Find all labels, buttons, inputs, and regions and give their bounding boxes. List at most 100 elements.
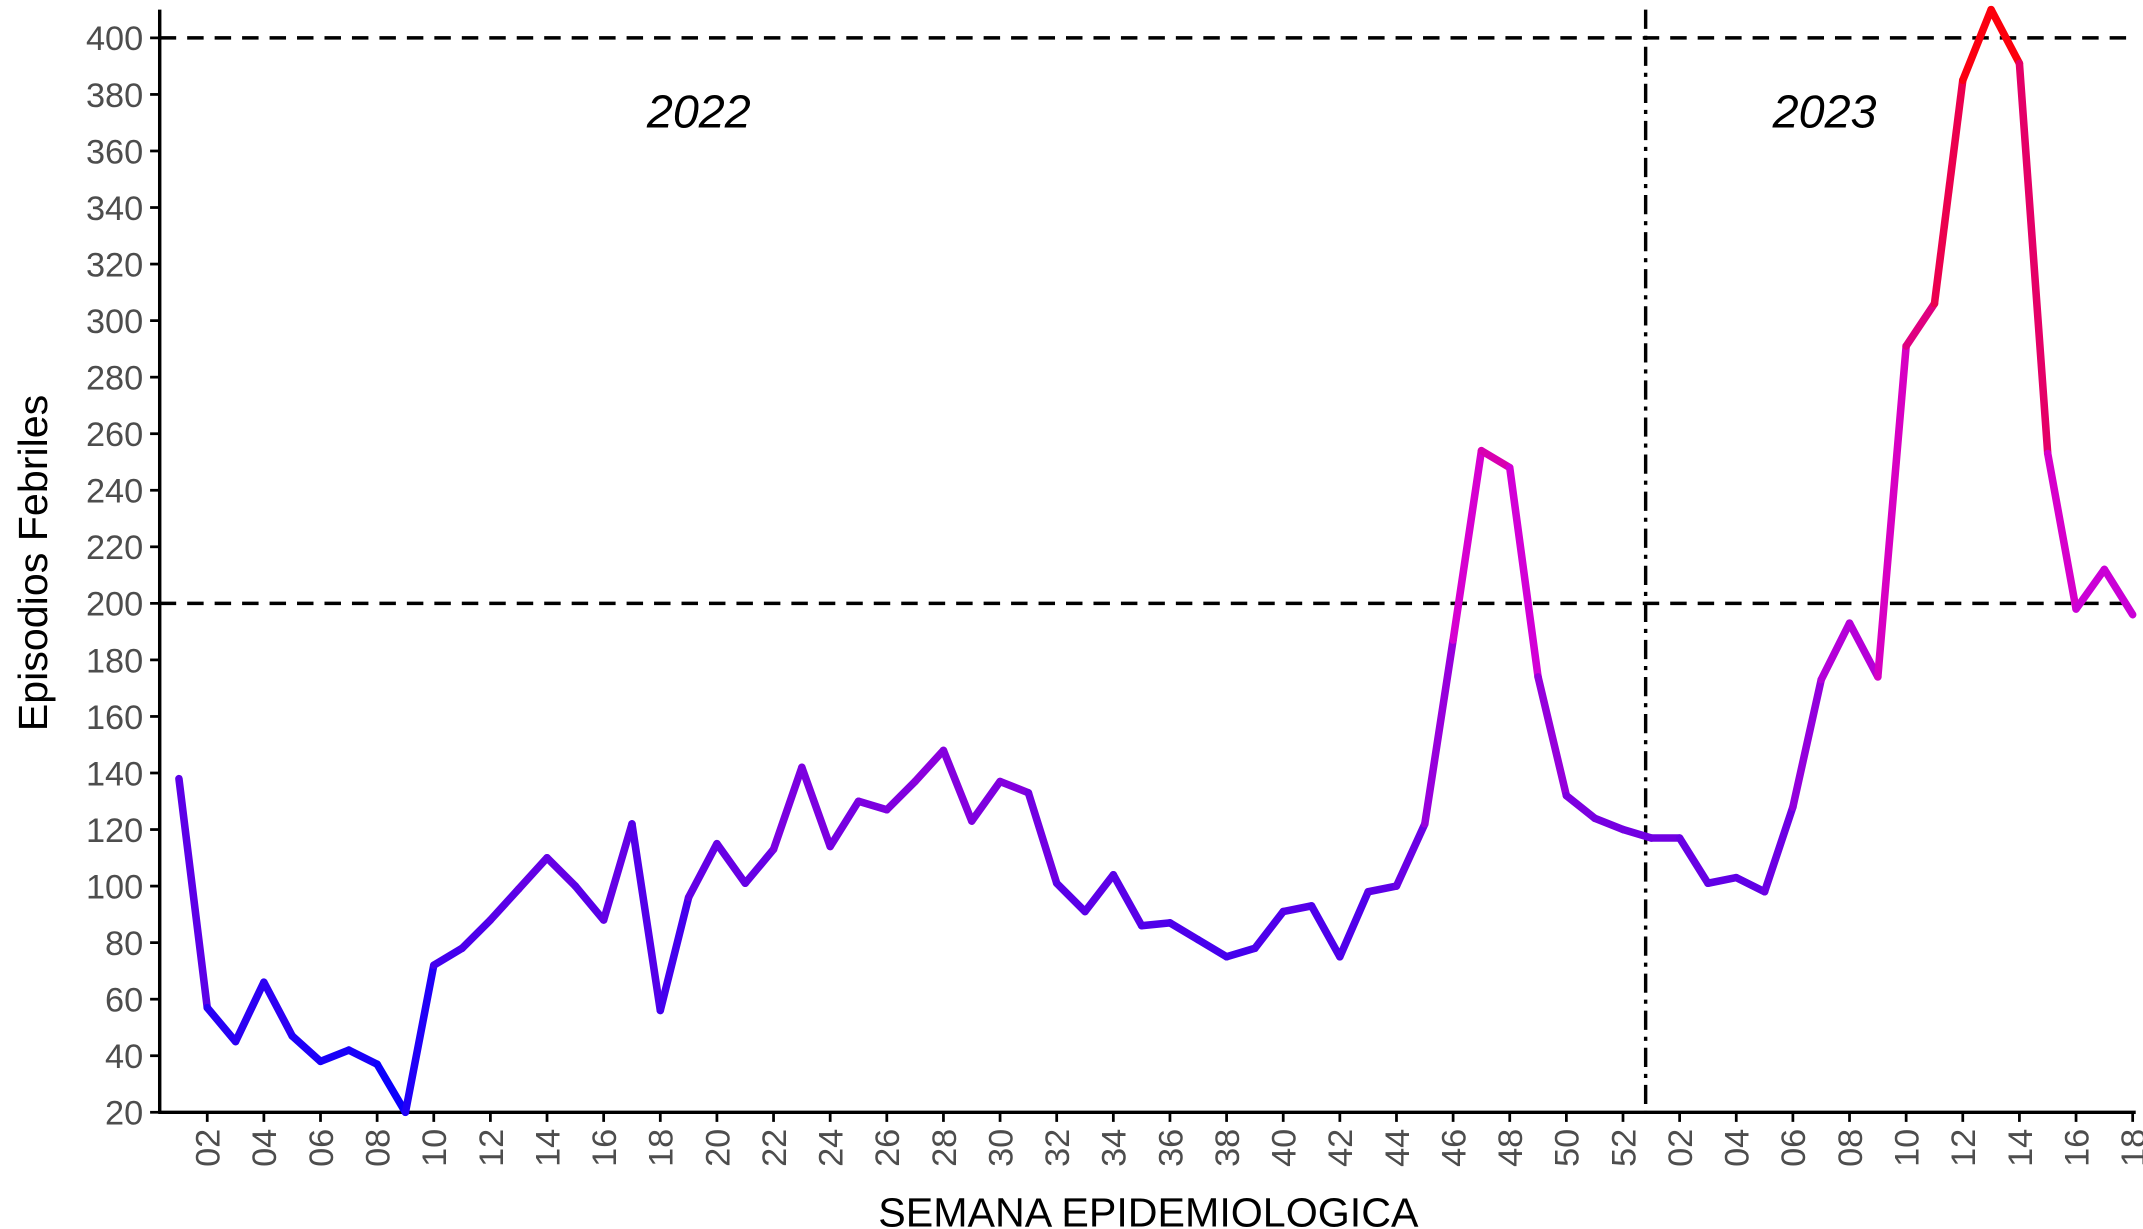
line-segment	[996, 777, 1033, 797]
x-tick-label: 20	[699, 1129, 737, 1167]
line-segment	[1052, 879, 1089, 916]
line-segment	[373, 1060, 410, 1117]
line-segment	[1449, 446, 1486, 644]
line-segment	[1307, 902, 1344, 961]
x-tick-label: 04	[246, 1129, 284, 1167]
x-tick-label: 14	[529, 1129, 567, 1167]
line-segment	[1619, 825, 1656, 842]
x-tick-label: 22	[756, 1129, 794, 1167]
line-segment	[769, 763, 806, 854]
line-segment	[260, 978, 296, 1040]
x-tick-label: 16	[2058, 1129, 2096, 1167]
x-tick-label: 12	[1945, 1129, 1983, 1167]
y-tick-label: 320	[86, 246, 143, 284]
x-tick-label: 32	[1039, 1129, 1077, 1167]
x-tick-label: 14	[2002, 1129, 2040, 1167]
y-tick-label: 240	[86, 473, 143, 511]
line-segment	[1222, 944, 1259, 961]
line-segment	[883, 777, 919, 814]
line-segment	[741, 845, 778, 888]
year-label: 2022	[646, 86, 751, 138]
line-segment	[2015, 59, 2052, 458]
x-tick-label: 16	[586, 1129, 624, 1167]
line-segment	[1930, 76, 1967, 308]
y-tick-label: 260	[86, 416, 143, 454]
line-segment	[458, 916, 495, 953]
line-segment	[1477, 446, 1514, 472]
line-segment	[486, 885, 523, 924]
line-segment	[1024, 789, 1061, 888]
line-segment	[967, 777, 1004, 825]
y-tick-label: 140	[86, 755, 143, 793]
line-segment	[1137, 919, 1174, 930]
line-segment	[1279, 902, 1316, 916]
line-segment	[1562, 791, 1599, 823]
x-axis-title: SEMANA EPIDEMIOLOGICA	[878, 1189, 1419, 1229]
x-tick-label: 34	[1096, 1129, 1134, 1167]
x-tick-label: 18	[643, 1129, 681, 1167]
x-tick-label: 30	[982, 1129, 1020, 1167]
line-segment	[1675, 834, 1712, 888]
x-tick-label: 10	[1889, 1129, 1927, 1167]
line-segment	[2100, 565, 2137, 619]
line-segment	[1392, 820, 1429, 890]
line-segment	[1590, 814, 1627, 834]
line-segment	[1251, 907, 1287, 953]
x-tick-label: 46	[1435, 1129, 1473, 1167]
line-segment	[939, 746, 976, 825]
line-segment	[1336, 887, 1372, 961]
y-tick-label: 200	[86, 586, 143, 624]
x-tick-label: 40	[1266, 1129, 1304, 1167]
y-tick-label: 80	[105, 925, 143, 963]
y-tick-label: 40	[105, 1038, 143, 1076]
line-segment	[175, 774, 212, 1012]
x-tick-label: 18	[2115, 1129, 2143, 1167]
line-segment	[854, 797, 891, 814]
x-tick-label: 50	[1549, 1129, 1587, 1167]
x-tick-label: 36	[1152, 1129, 1190, 1167]
line-segment	[288, 1032, 325, 1066]
line-segment	[571, 882, 608, 924]
x-tick-label: 24	[813, 1129, 851, 1167]
x-tick-label: 48	[1492, 1129, 1530, 1167]
line-segment	[514, 854, 551, 893]
x-tick-label: 02	[1662, 1129, 1700, 1167]
x-tick-label: 12	[473, 1129, 511, 1167]
y-tick-label: 160	[86, 699, 143, 737]
x-tick-label: 08	[359, 1129, 397, 1167]
x-tick-label: 08	[1832, 1129, 1870, 1167]
line-segment	[684, 839, 721, 902]
x-tick-label: 28	[926, 1129, 964, 1167]
line-segment	[203, 1003, 240, 1046]
line-segment	[1789, 675, 1825, 811]
y-tick-label: 380	[86, 77, 143, 115]
line-segment	[2043, 449, 2080, 613]
x-tick-label: 04	[1719, 1129, 1757, 1167]
y-tick-label: 120	[86, 812, 143, 850]
y-tick-label: 60	[105, 982, 143, 1020]
year-label: 2023	[1772, 86, 1877, 138]
line-segment	[401, 961, 438, 1117]
line-segment	[316, 1046, 353, 1066]
line-segment	[429, 944, 466, 970]
x-tick-label: 44	[1379, 1129, 1417, 1167]
line-segment	[1874, 342, 1910, 681]
x-tick-label: 26	[869, 1129, 907, 1167]
x-tick-label: 06	[303, 1129, 341, 1167]
line-segment	[2072, 565, 2109, 613]
line-segment	[713, 839, 750, 888]
y-tick-label: 360	[86, 133, 143, 171]
x-tick-label: 42	[1322, 1129, 1360, 1167]
line-segment	[1732, 873, 1769, 896]
line-segment	[1959, 5, 1995, 85]
line-segment	[1845, 619, 1882, 681]
line-segment	[628, 820, 665, 1015]
line-segment	[1364, 882, 1401, 896]
line-segment	[1987, 5, 2024, 68]
line-segment	[1166, 919, 1203, 944]
x-tick-label: 06	[1775, 1129, 1813, 1167]
y-tick-label: 100	[86, 868, 143, 906]
line-segment	[231, 978, 268, 1046]
line-segment	[1704, 873, 1741, 888]
